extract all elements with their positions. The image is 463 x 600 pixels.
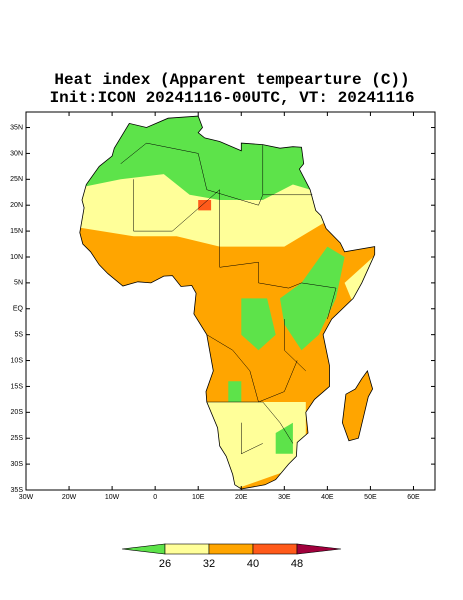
lat-tick-label: 10S: [11, 357, 24, 364]
lon-tick-label: 30W: [19, 494, 34, 501]
colorbar-label: 48: [291, 558, 303, 570]
zone: [228, 381, 242, 402]
lat-tick-label: 30S: [11, 461, 24, 468]
lon-tick-label: 60E: [407, 494, 420, 501]
land-fill: [79, 116, 375, 489]
lon-tick-label: 0: [153, 494, 157, 501]
lat-tick-label: 35N: [10, 124, 23, 131]
lat-tick-label: 15N: [10, 228, 23, 235]
colorbar-segment: [164, 543, 210, 555]
coast: [79, 115, 376, 490]
zone: [280, 246, 345, 351]
border: [301, 282, 337, 320]
lon-tick-label: 30E: [278, 494, 291, 501]
border: [120, 142, 199, 164]
colorbar-label: 40: [247, 558, 259, 570]
map-area: [79, 115, 376, 490]
lon-tick-label: 20E: [235, 494, 248, 501]
lat-tick-label: 20N: [10, 202, 23, 209]
border: [197, 153, 264, 206]
title: Heat index (Apparent tempearture (C)): [54, 71, 409, 89]
lat-tick-label: 30N: [10, 150, 23, 157]
border: [284, 319, 306, 372]
border: [241, 422, 263, 455]
coast: [341, 369, 374, 442]
colorbar-segment: [208, 543, 254, 555]
lat-tick-label: 25N: [10, 176, 23, 183]
lat-tick-label: 10N: [10, 254, 23, 261]
zone: [198, 200, 212, 211]
border: [206, 334, 298, 403]
lat-tick-label: EQ: [13, 306, 24, 313]
lon-tick-label: 50E: [364, 494, 377, 501]
colorbar-segment: [252, 543, 298, 555]
map-frame: [25, 111, 436, 491]
colorbar-low: [121, 543, 166, 555]
subtitle: Init:ICON 20241116-00UTC, VT: 20241116: [50, 89, 415, 107]
colorbar-label: 26: [159, 558, 171, 570]
lon-tick-label: 10E: [192, 494, 205, 501]
border: [206, 401, 294, 444]
colorbar-high: [296, 543, 342, 555]
lat-tick-label: 15S: [11, 383, 24, 390]
lat-tick-label: 5S: [14, 332, 23, 339]
border: [219, 189, 302, 289]
lat-tick-label: 5N: [14, 280, 23, 287]
lon-tick-label: 40E: [321, 494, 334, 501]
zone: [275, 422, 293, 454]
lat-tick-label: 20S: [11, 409, 24, 416]
border: [133, 179, 220, 232]
lat-tick-label: 35S: [11, 487, 24, 494]
zone: [241, 298, 276, 351]
lat-tick-label: 25S: [11, 435, 24, 442]
lon-tick-label: 20W: [62, 494, 77, 501]
lon-tick-label: 10W: [105, 494, 120, 501]
colorbar-label: 32: [203, 558, 215, 570]
